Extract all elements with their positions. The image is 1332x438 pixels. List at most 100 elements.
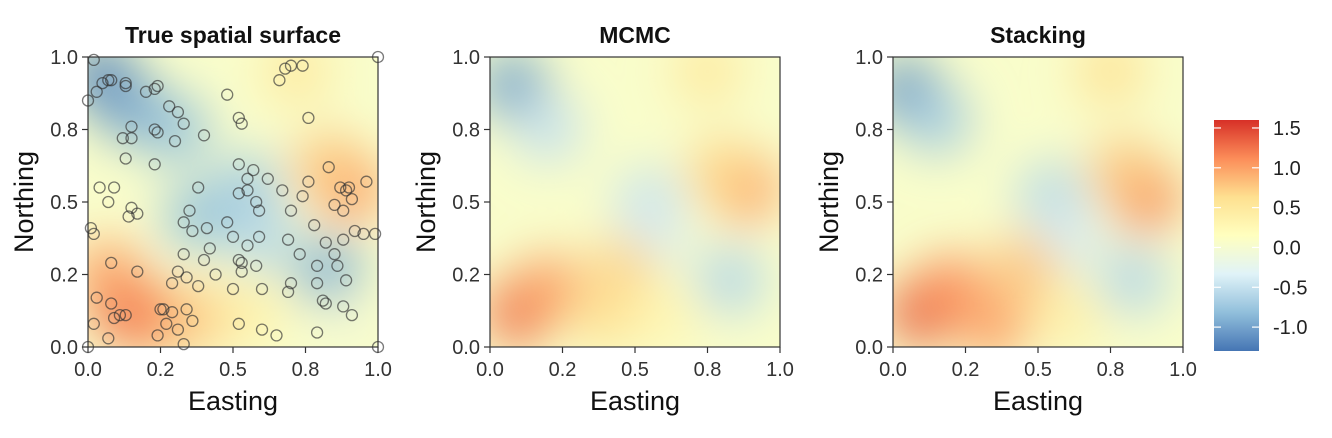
surface-blob	[513, 254, 583, 324]
colorbar-tick-label: 1.0	[1273, 158, 1301, 180]
location-point	[165, 277, 179, 290]
location-point	[119, 308, 132, 322]
location-point	[360, 175, 373, 188]
location-point	[113, 308, 127, 322]
y-tick-label: 0.8	[50, 120, 78, 142]
location-point	[322, 161, 335, 174]
location-point	[308, 219, 321, 232]
location-point	[221, 216, 234, 229]
location-point	[337, 204, 350, 217]
surface-blob	[695, 245, 766, 316]
location-point	[197, 253, 211, 267]
location-point	[252, 204, 266, 217]
x-tick-label: 0.0	[74, 359, 102, 381]
location-point	[250, 195, 263, 209]
y-tick-label: 0.8	[855, 120, 883, 142]
observed-locations	[81, 50, 385, 354]
location-point	[180, 271, 193, 284]
x-tick-label: 0.2	[549, 359, 577, 381]
y-tick-label: 0.2	[50, 265, 78, 287]
location-point	[180, 303, 193, 316]
location-point	[281, 285, 295, 299]
location-point	[310, 277, 324, 290]
location-point	[107, 181, 121, 194]
location-point	[235, 117, 248, 130]
location-point	[105, 297, 118, 310]
location-point	[148, 158, 161, 171]
panel-true: True spatial surface 0.0 0.2 0.5 0.8 1.0 0.0 0.…	[9, 22, 392, 416]
x-tick-label: 1.0	[1169, 359, 1197, 381]
location-point	[310, 259, 324, 272]
location-point	[296, 190, 309, 203]
location-point	[171, 105, 185, 119]
location-point	[131, 265, 144, 278]
location-point	[232, 253, 245, 267]
location-point	[151, 79, 164, 93]
x-axis-label: Easting	[993, 386, 1083, 416]
location-point	[90, 291, 103, 304]
location-point	[279, 62, 292, 75]
y-tick-label: 0.5	[50, 192, 78, 214]
surface-blob	[901, 86, 972, 156]
location-point	[177, 117, 190, 130]
location-point	[284, 277, 298, 290]
colorbar-tick-label: -0.5	[1273, 277, 1307, 299]
surface-blob	[687, 138, 757, 208]
location-point	[192, 279, 205, 293]
surface-blob	[88, 239, 144, 310]
location-point	[209, 268, 222, 281]
y-axis-label: Northing	[814, 151, 844, 253]
location-point	[119, 76, 132, 90]
surface-blob	[629, 283, 699, 347]
location-point	[284, 204, 298, 217]
location-point	[96, 76, 109, 90]
location-point	[337, 233, 350, 246]
colorbar-gradient	[1214, 120, 1259, 351]
colorbar-tick-label: 0.0	[1273, 237, 1301, 259]
y-tick-label: 0.0	[855, 337, 883, 359]
y-axis-label: Northing	[411, 151, 441, 253]
surface-blob	[140, 94, 210, 165]
location-point	[165, 306, 179, 319]
location-point	[90, 85, 103, 98]
y-tick-label: 0.0	[452, 337, 480, 359]
location-point	[345, 192, 359, 206]
location-point	[316, 294, 330, 307]
y-tick-label: 0.5	[855, 192, 883, 214]
location-point	[122, 210, 135, 223]
location-point	[171, 265, 185, 278]
surface	[490, 57, 780, 347]
surface-blob	[314, 297, 378, 347]
location-point	[232, 111, 245, 125]
location-point	[163, 100, 176, 113]
surface-blob	[1090, 138, 1160, 208]
x-tick-label: 0.8	[292, 359, 320, 381]
surface-blob	[227, 202, 297, 272]
location-point	[337, 300, 350, 313]
location-point	[102, 332, 115, 345]
location-point	[102, 195, 115, 209]
location-point	[252, 230, 266, 243]
x-tick-label: 0.8	[1097, 359, 1125, 381]
location-point	[331, 259, 344, 272]
location-point	[226, 282, 240, 296]
location-point	[84, 221, 98, 235]
location-point	[186, 224, 199, 238]
location-point	[235, 256, 248, 270]
location-point	[328, 198, 341, 212]
panel-title: MCMC	[599, 22, 671, 48]
location-point	[157, 303, 170, 316]
location-point	[281, 233, 295, 246]
x-tick-label: 0.5	[1024, 359, 1052, 381]
location-point	[241, 239, 254, 252]
location-point	[105, 256, 118, 270]
surface-blob	[163, 181, 233, 252]
location-point	[302, 175, 315, 188]
x-tick-label: 0.8	[694, 359, 722, 381]
location-point	[177, 248, 190, 261]
location-point	[131, 207, 144, 220]
location-point	[177, 337, 190, 351]
location-point	[93, 181, 106, 194]
location-point	[368, 227, 382, 241]
location-point	[270, 329, 283, 342]
